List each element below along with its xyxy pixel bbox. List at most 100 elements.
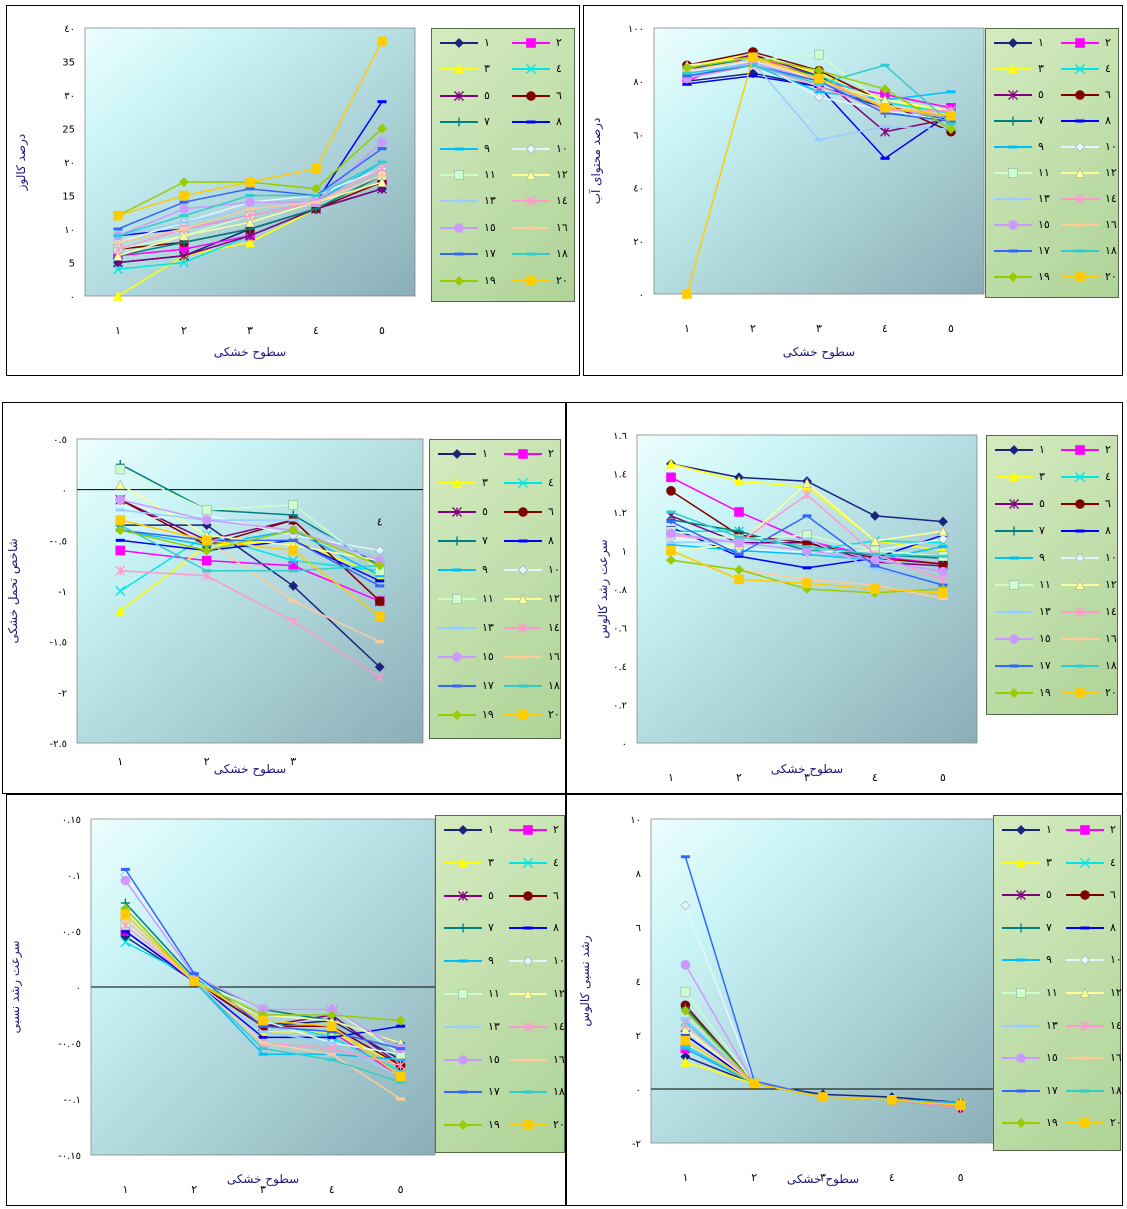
legend-swatch — [438, 449, 476, 459]
y-axis-label: رشد نسبی کالوس — [578, 935, 593, 1027]
y-tick-label: ١٠ — [64, 225, 75, 236]
chart-panel-water-content: ٠ ٢٠ ٤٠ ٦٠ ٨٠ ١٠٠ ١ ٢ ٣ ٤ ٥ سطوح خشکی درصد محتوای آب… — [583, 5, 1123, 376]
data-point — [288, 616, 299, 627]
chart-svg: ٠ ٠.٢ ٠.٤ ٠.٦ ٠.٨ ١ ١.٢ ١.٤ ١.٦ ١ ٢ ٣ ٤ ٥ سطوح خشکی سرع… — [596, 431, 978, 784]
legend-swatch — [438, 507, 476, 517]
legend-label: ١٨ — [1105, 659, 1117, 672]
data-point — [288, 510, 298, 520]
y-tick-label: -٠.١٥ — [58, 1151, 81, 1162]
data-point — [870, 552, 880, 556]
legend-label: ١٣ — [484, 194, 496, 208]
legend-swatch — [1002, 958, 1040, 962]
legend-item: ١١ — [442, 986, 501, 1002]
legend-swatch — [512, 275, 550, 286]
legend-item: ١٠ — [510, 141, 576, 157]
data-point — [880, 111, 890, 115]
legend-swatch — [1002, 1024, 1040, 1028]
legend-marker — [523, 890, 533, 901]
data-point — [680, 1035, 691, 1046]
data-point — [327, 1052, 337, 1056]
data-point — [802, 514, 812, 518]
legend-label: ١٠ — [1105, 140, 1117, 153]
y-tick-label: ٦٠ — [633, 130, 644, 141]
legend-label: ٣ — [482, 476, 488, 489]
chart-panel-relative-callus-growth: -٢ ٠ ٢ ٤ ٦ ٨ ١٠ ١ ٢ ٣ ٤ ٥ سطوح خشکی رشد نسبی کالوس ١ ٢ ٣… — [566, 794, 1123, 1206]
legend-marker — [454, 252, 464, 256]
legend-item: ٣ — [436, 475, 496, 491]
chart-panel-relative-growth-rate: -٠.١٥ -٠.١ -٠.٠٥ ٠ ٠.٠٥ ٠.١ ٠.١٥ ١ ٢ ٣ ٤ ٥ سطوح خشکی… — [6, 794, 566, 1206]
y-tick-label: ٠ — [639, 290, 644, 301]
data-point — [201, 570, 212, 581]
legend-item: ٨ — [502, 533, 562, 549]
legend-label: ٣ — [488, 855, 494, 869]
series-20 — [120, 909, 406, 1082]
data-point — [115, 565, 126, 576]
legend-label: ٦ — [556, 88, 562, 102]
data-point — [288, 569, 298, 573]
legend-item: ٤ — [502, 475, 562, 491]
data-point — [311, 163, 321, 174]
chart-panel-callose-percent: ٠ 5 ١٠ 15 ٢٠ 25 ٣٠ 35 ٤٠ ١ ٢ ٣ ٤ ٥ سطوح خشکی درصد کالوز… — [6, 5, 580, 376]
data-point — [395, 1060, 406, 1071]
legend-item: ٩ — [993, 550, 1053, 566]
legend-item: ٢ — [502, 446, 562, 462]
legend-swatch — [504, 684, 542, 688]
legend-item: ١٥ — [1000, 1050, 1058, 1066]
legend-swatch — [1061, 90, 1099, 100]
legend-label: ١١ — [482, 592, 494, 605]
legend-item: ١١ — [436, 591, 496, 607]
legend-label: ١٠ — [1110, 953, 1122, 967]
legend-swatch — [995, 445, 1033, 455]
legend-swatch — [1061, 38, 1099, 48]
legend-swatch — [1066, 1020, 1104, 1031]
legend-item: ٢ — [510, 35, 576, 51]
data-point — [680, 1044, 690, 1048]
legend-swatch — [1066, 825, 1104, 835]
legend-item: ٩ — [1000, 952, 1058, 968]
legend-item: ٥ — [438, 88, 504, 104]
legend-item: ١٧ — [438, 246, 504, 262]
legend-marker — [1075, 472, 1085, 482]
legend-label: ١٥ — [1039, 632, 1051, 645]
legend-label: ١٠ — [548, 563, 560, 576]
chart-svg: ٠ 5 ١٠ 15 ٢٠ 25 ٣٠ 35 ٤٠ ١ ٢ ٣ ٤ ٥ سطوح خشکی درصد کالوز — [14, 24, 416, 360]
x-tick-label: ٢ — [204, 755, 210, 768]
legend-label: ٢ — [1105, 36, 1111, 49]
legend-swatch — [438, 477, 476, 488]
data-point — [288, 581, 299, 591]
legend-marker — [458, 825, 468, 835]
legend-marker — [454, 275, 464, 286]
data-point — [288, 518, 298, 522]
legend-item: ٣ — [438, 61, 504, 77]
data-point — [374, 662, 385, 672]
data-point — [115, 523, 125, 527]
data-point — [115, 495, 126, 505]
legend-swatch — [440, 275, 478, 286]
data-point — [179, 227, 189, 231]
legend-item: ١٧ — [442, 1084, 501, 1100]
legend-marker — [1009, 610, 1019, 614]
data-point — [113, 227, 123, 231]
series-20 — [115, 515, 385, 622]
legend-label: ١٥ — [488, 1052, 500, 1066]
legend-item: ٢ — [1064, 822, 1122, 838]
data-point — [734, 535, 744, 539]
x-tick-label: ١ — [682, 1171, 688, 1184]
legend-label: ٢ — [1105, 443, 1111, 456]
legend-item: ١٠ — [507, 953, 566, 969]
data-point — [748, 52, 758, 63]
legend-swatch — [438, 568, 476, 572]
data-point — [179, 230, 189, 241]
legend-label: ٨ — [1105, 524, 1111, 537]
legend-swatch — [1061, 142, 1099, 152]
legend-label: ٢ — [553, 823, 559, 836]
data-point — [377, 176, 387, 187]
legend-swatch — [994, 145, 1032, 149]
data-point — [814, 82, 824, 86]
data-point — [288, 525, 299, 536]
x-tick-label: ٥ — [398, 1183, 404, 1196]
series-20 — [682, 52, 956, 299]
y-tick-label: ٠ — [636, 1085, 641, 1096]
legend-marker — [1080, 987, 1090, 998]
legend-marker — [1080, 1056, 1090, 1060]
